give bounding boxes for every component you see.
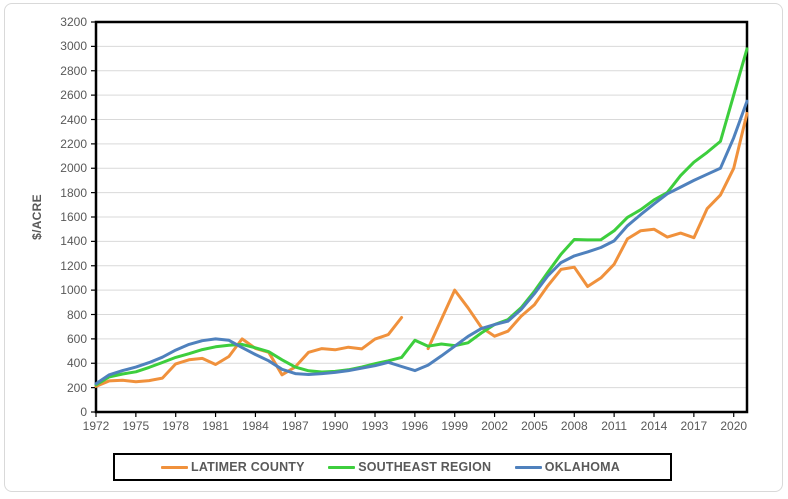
y-tick-label: 0 bbox=[80, 405, 87, 419]
y-tick-label: 3000 bbox=[60, 39, 87, 54]
x-tick-label: 1984 bbox=[242, 419, 269, 433]
legend-label-southeast-region: SOUTHEAST REGION bbox=[358, 460, 492, 474]
x-tick-label: 1987 bbox=[281, 419, 309, 433]
x-tick-label: 2008 bbox=[560, 419, 588, 433]
legend-label-oklahoma: OKLAHOMA bbox=[544, 460, 620, 474]
x-tick-label: 2002 bbox=[481, 419, 508, 433]
y-tick-label: 200 bbox=[66, 380, 87, 395]
x-tick-label: 2011 bbox=[601, 419, 628, 433]
legend-item-latimer-county: LATIMER COUNTY bbox=[161, 460, 305, 474]
series-line-latimer-county bbox=[426, 111, 749, 351]
y-tick-label: 2400 bbox=[60, 112, 87, 127]
x-tick-label: 2020 bbox=[720, 419, 748, 433]
legend-label-latimer-county: LATIMER COUNTY bbox=[191, 460, 305, 474]
x-tick-label: 1978 bbox=[162, 419, 190, 433]
y-tick-label: 400 bbox=[66, 356, 87, 371]
legend-marker-latimer-county bbox=[161, 465, 188, 469]
legend-marker-southeast-region bbox=[328, 465, 356, 469]
x-tick-label: 1981 bbox=[202, 419, 229, 433]
y-tick-label: 1600 bbox=[60, 210, 87, 224]
series-line-southeast-region bbox=[94, 47, 749, 387]
x-tick-label: 1972 bbox=[82, 419, 110, 433]
y-tick-label: 1400 bbox=[60, 234, 87, 249]
x-tick-label: 2017 bbox=[680, 419, 708, 433]
x-tick-label: 2014 bbox=[640, 419, 668, 433]
y-tick-label: 800 bbox=[66, 307, 87, 322]
y-tick-label: 1000 bbox=[60, 283, 87, 298]
series-line-latimer-county bbox=[94, 316, 404, 388]
y-tick-label: 600 bbox=[66, 331, 87, 346]
x-tick-label: 1999 bbox=[441, 419, 469, 433]
y-tick-label: 2800 bbox=[60, 63, 87, 78]
y-tick-label: 3200 bbox=[60, 15, 87, 29]
x-tick-label: 1996 bbox=[401, 419, 429, 433]
series-line-oklahoma bbox=[94, 99, 749, 386]
y-tick-label: 1800 bbox=[60, 185, 87, 200]
x-tick-label: 1993 bbox=[361, 419, 389, 433]
legend: LATIMER COUNTY SOUTHEAST REGION OKLAHOMA bbox=[113, 453, 672, 481]
legend-marker-oklahoma bbox=[514, 465, 542, 469]
x-tick-label: 1975 bbox=[122, 419, 150, 433]
y-tick-label: 2600 bbox=[60, 88, 87, 103]
y-tick-label: 2200 bbox=[60, 136, 87, 151]
x-tick-label: 1990 bbox=[321, 419, 349, 433]
legend-item-oklahoma: OKLAHOMA bbox=[514, 460, 620, 474]
y-tick-label: 2000 bbox=[60, 161, 87, 176]
legend-item-southeast-region: SOUTHEAST REGION bbox=[328, 460, 491, 474]
y-tick-label: 1200 bbox=[60, 258, 87, 273]
x-tick-label: 2005 bbox=[521, 419, 548, 433]
